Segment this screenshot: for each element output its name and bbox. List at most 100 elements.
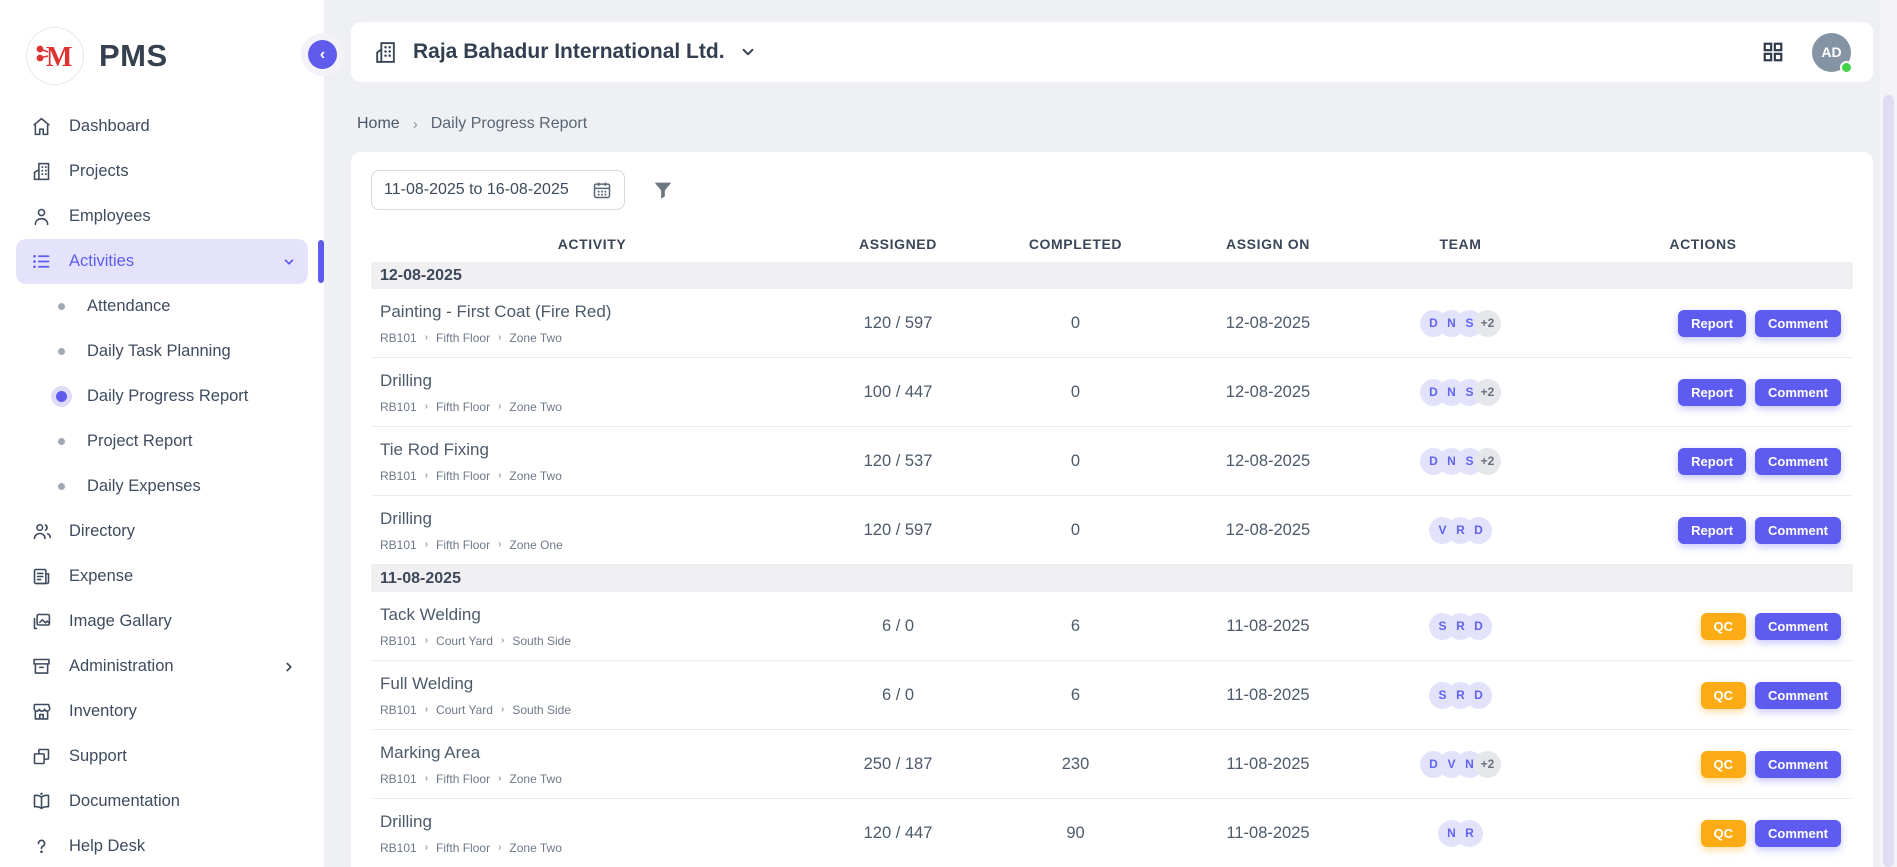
activity-title: Marking Area bbox=[380, 743, 813, 763]
path-segment: Fifth Floor bbox=[436, 469, 490, 483]
comment-button[interactable]: Comment bbox=[1755, 613, 1841, 640]
column-header-actions: ACTIONS bbox=[1553, 236, 1853, 252]
column-header-completed: COMPLETED bbox=[983, 236, 1168, 252]
assigned-cell: 6 / 0 bbox=[813, 686, 983, 705]
sidebar-subitem-project-report[interactable]: Project Report bbox=[16, 419, 308, 464]
actions-cell: QC Comment bbox=[1553, 613, 1853, 640]
sidebar-subitem-attendance[interactable]: Attendance bbox=[16, 284, 308, 329]
team-more-badge[interactable]: +2 bbox=[1474, 751, 1501, 778]
qc-button[interactable]: QC bbox=[1701, 820, 1747, 847]
filter-funnel-icon[interactable] bbox=[652, 179, 674, 201]
people-icon bbox=[30, 521, 52, 543]
qc-button[interactable]: QC bbox=[1701, 751, 1747, 778]
team-cell: DNS+2 bbox=[1368, 310, 1553, 337]
sidebar-item-documentation[interactable]: Documentation bbox=[16, 779, 308, 824]
comment-button[interactable]: Comment bbox=[1755, 751, 1841, 778]
company-name[interactable]: Raja Bahadur International Ltd. bbox=[413, 40, 725, 64]
sidebar-subitem-daily-task-planning[interactable]: Daily Task Planning bbox=[16, 329, 308, 374]
table-row: DrillingRB101›Fifth Floor›Zone Two120 / … bbox=[371, 799, 1853, 867]
apps-grid-icon[interactable] bbox=[1762, 41, 1784, 63]
activity-title: Tack Welding bbox=[380, 605, 813, 625]
comment-button[interactable]: Comment bbox=[1755, 448, 1841, 475]
activity-title: Full Welding bbox=[380, 674, 813, 694]
sidebar-item-employees[interactable]: Employees bbox=[16, 194, 308, 239]
team-cell: SRD bbox=[1368, 682, 1553, 709]
team-more-badge[interactable]: +2 bbox=[1474, 379, 1501, 406]
comment-button[interactable]: Comment bbox=[1755, 379, 1841, 406]
building-icon bbox=[30, 161, 52, 183]
book-icon bbox=[30, 791, 52, 813]
sidebar-item-activities[interactable]: Activities bbox=[16, 239, 308, 284]
company-chevron-down-icon[interactable] bbox=[739, 43, 757, 61]
sidebar-collapse-button[interactable]: ‹ bbox=[308, 40, 337, 69]
sidebar-item-label: Projects bbox=[69, 162, 129, 181]
calendar-icon[interactable] bbox=[592, 180, 612, 200]
store-icon bbox=[30, 701, 52, 723]
comment-button[interactable]: Comment bbox=[1755, 820, 1841, 847]
filter-row: 11-08-2025 to 16-08-2025 bbox=[371, 170, 1853, 210]
completed-cell: 0 bbox=[983, 314, 1168, 333]
sidebar-item-projects[interactable]: Projects bbox=[16, 149, 308, 194]
online-status-dot bbox=[1840, 61, 1853, 74]
path-segment: RB101 bbox=[380, 400, 417, 414]
activity-title: Tie Rod Fixing bbox=[380, 440, 813, 460]
comment-button[interactable]: Comment bbox=[1755, 682, 1841, 709]
table-row: DrillingRB101›Fifth Floor›Zone One120 / … bbox=[371, 496, 1853, 565]
sidebar-subitem-daily-progress-report[interactable]: Daily Progress Report bbox=[16, 374, 308, 419]
scrollbar-thumb[interactable] bbox=[1883, 95, 1894, 867]
active-route-indicator bbox=[318, 240, 324, 283]
qc-button[interactable]: QC bbox=[1701, 682, 1747, 709]
assigned-cell: 120 / 537 bbox=[813, 452, 983, 471]
team-more-badge[interactable]: +2 bbox=[1474, 310, 1501, 337]
breadcrumb-home[interactable]: Home bbox=[357, 115, 400, 133]
user-avatar[interactable]: AD bbox=[1812, 33, 1851, 72]
group-date-header: 12-08-2025 bbox=[371, 262, 1853, 289]
table-row: Marking AreaRB101›Fifth Floor›Zone Two25… bbox=[371, 730, 1853, 799]
sidebar-item-label: Directory bbox=[69, 522, 135, 541]
sidebar-item-help-desk[interactable]: Help Desk bbox=[16, 824, 308, 867]
path-segment: Fifth Floor bbox=[436, 538, 490, 552]
team-member-avatar[interactable]: D bbox=[1465, 517, 1492, 544]
assign-on-cell: 11-08-2025 bbox=[1168, 617, 1368, 636]
report-button[interactable]: Report bbox=[1678, 379, 1746, 406]
avatar-initials: AD bbox=[1821, 44, 1841, 60]
column-header-assign-on: ASSIGN ON bbox=[1168, 236, 1368, 252]
sidebar-item-dashboard[interactable]: Dashboard bbox=[16, 104, 308, 149]
team-more-badge[interactable]: +2 bbox=[1474, 448, 1501, 475]
breadcrumb: Home › Daily Progress Report bbox=[357, 115, 587, 133]
activity-cell: Tie Rod FixingRB101›Fifth Floor›Zone Two bbox=[371, 440, 813, 483]
qc-button[interactable]: QC bbox=[1701, 613, 1747, 640]
team-cell: DNS+2 bbox=[1368, 379, 1553, 406]
sidebar-item-inventory[interactable]: Inventory bbox=[16, 689, 308, 734]
chevron-right-icon: › bbox=[498, 332, 501, 343]
completed-cell: 0 bbox=[983, 383, 1168, 402]
comment-button[interactable]: Comment bbox=[1755, 517, 1841, 544]
sidebar-subitem-daily-expenses[interactable]: Daily Expenses bbox=[16, 464, 308, 509]
team-member-avatar[interactable]: D bbox=[1465, 613, 1492, 640]
sidebar-item-support[interactable]: Support bbox=[16, 734, 308, 779]
table-row: Tack WeldingRB101›Court Yard›South Side6… bbox=[371, 592, 1853, 661]
sidebar-item-directory[interactable]: Directory bbox=[16, 509, 308, 554]
breadcrumb-current: Daily Progress Report bbox=[431, 115, 588, 133]
date-range-input[interactable]: 11-08-2025 to 16-08-2025 bbox=[371, 170, 625, 210]
report-card: 11-08-2025 to 16-08-2025 ACTIVITYASSIGNE… bbox=[351, 152, 1873, 867]
question-icon bbox=[30, 836, 52, 858]
team-member-avatar[interactable]: D bbox=[1465, 682, 1492, 709]
sidebar-subitem-label: Project Report bbox=[87, 432, 192, 451]
assigned-cell: 120 / 447 bbox=[813, 824, 983, 843]
sidebar-item-administration[interactable]: Administration bbox=[16, 644, 308, 689]
report-button[interactable]: Report bbox=[1678, 310, 1746, 337]
sidebar-item-expense[interactable]: Expense bbox=[16, 554, 308, 599]
sidebar-item-image-gallary[interactable]: Image Gallary bbox=[16, 599, 308, 644]
report-button[interactable]: Report bbox=[1678, 517, 1746, 544]
page-scrollbar[interactable] bbox=[1880, 0, 1897, 867]
assign-on-cell: 12-08-2025 bbox=[1168, 383, 1368, 402]
path-segment: Zone Two bbox=[509, 469, 561, 483]
chevron-right-icon bbox=[282, 660, 296, 674]
path-segment: RB101 bbox=[380, 634, 417, 648]
team-cell: SRD bbox=[1368, 613, 1553, 640]
top-header: Raja Bahadur International Ltd. AD bbox=[351, 22, 1873, 82]
comment-button[interactable]: Comment bbox=[1755, 310, 1841, 337]
team-member-avatar[interactable]: R bbox=[1456, 820, 1483, 847]
report-button[interactable]: Report bbox=[1678, 448, 1746, 475]
